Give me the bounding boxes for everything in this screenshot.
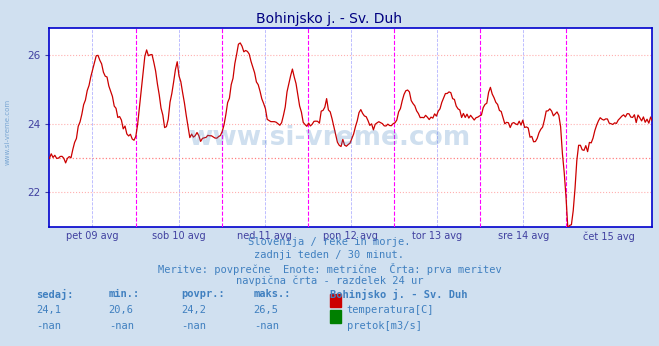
Text: Bohinjsko j. - Sv. Duh: Bohinjsko j. - Sv. Duh — [256, 12, 403, 26]
Text: temperatura[C]: temperatura[C] — [347, 305, 434, 315]
Text: Bohinjsko j. - Sv. Duh: Bohinjsko j. - Sv. Duh — [330, 289, 467, 300]
Text: zadnji teden / 30 minut.: zadnji teden / 30 minut. — [254, 250, 405, 260]
Text: sedaj:: sedaj: — [36, 289, 74, 300]
Text: -nan: -nan — [254, 321, 279, 331]
Text: 24,2: 24,2 — [181, 305, 206, 315]
Text: pretok[m3/s]: pretok[m3/s] — [347, 321, 422, 331]
Text: povpr.:: povpr.: — [181, 289, 225, 299]
Text: min.:: min.: — [109, 289, 140, 299]
Text: 20,6: 20,6 — [109, 305, 134, 315]
Text: maks.:: maks.: — [254, 289, 291, 299]
Text: -nan: -nan — [181, 321, 206, 331]
Text: 24,1: 24,1 — [36, 305, 61, 315]
Text: -nan: -nan — [36, 321, 61, 331]
Text: navpična črta - razdelek 24 ur: navpična črta - razdelek 24 ur — [236, 275, 423, 286]
Text: Slovenija / reke in morje.: Slovenija / reke in morje. — [248, 237, 411, 247]
Text: Meritve: povprečne  Enote: metrične  Črta: prva meritev: Meritve: povprečne Enote: metrične Črta:… — [158, 263, 501, 275]
Text: www.si-vreme.com: www.si-vreme.com — [5, 98, 11, 165]
Text: -nan: -nan — [109, 321, 134, 331]
Text: 26,5: 26,5 — [254, 305, 279, 315]
Text: www.si-vreme.com: www.si-vreme.com — [188, 125, 471, 152]
